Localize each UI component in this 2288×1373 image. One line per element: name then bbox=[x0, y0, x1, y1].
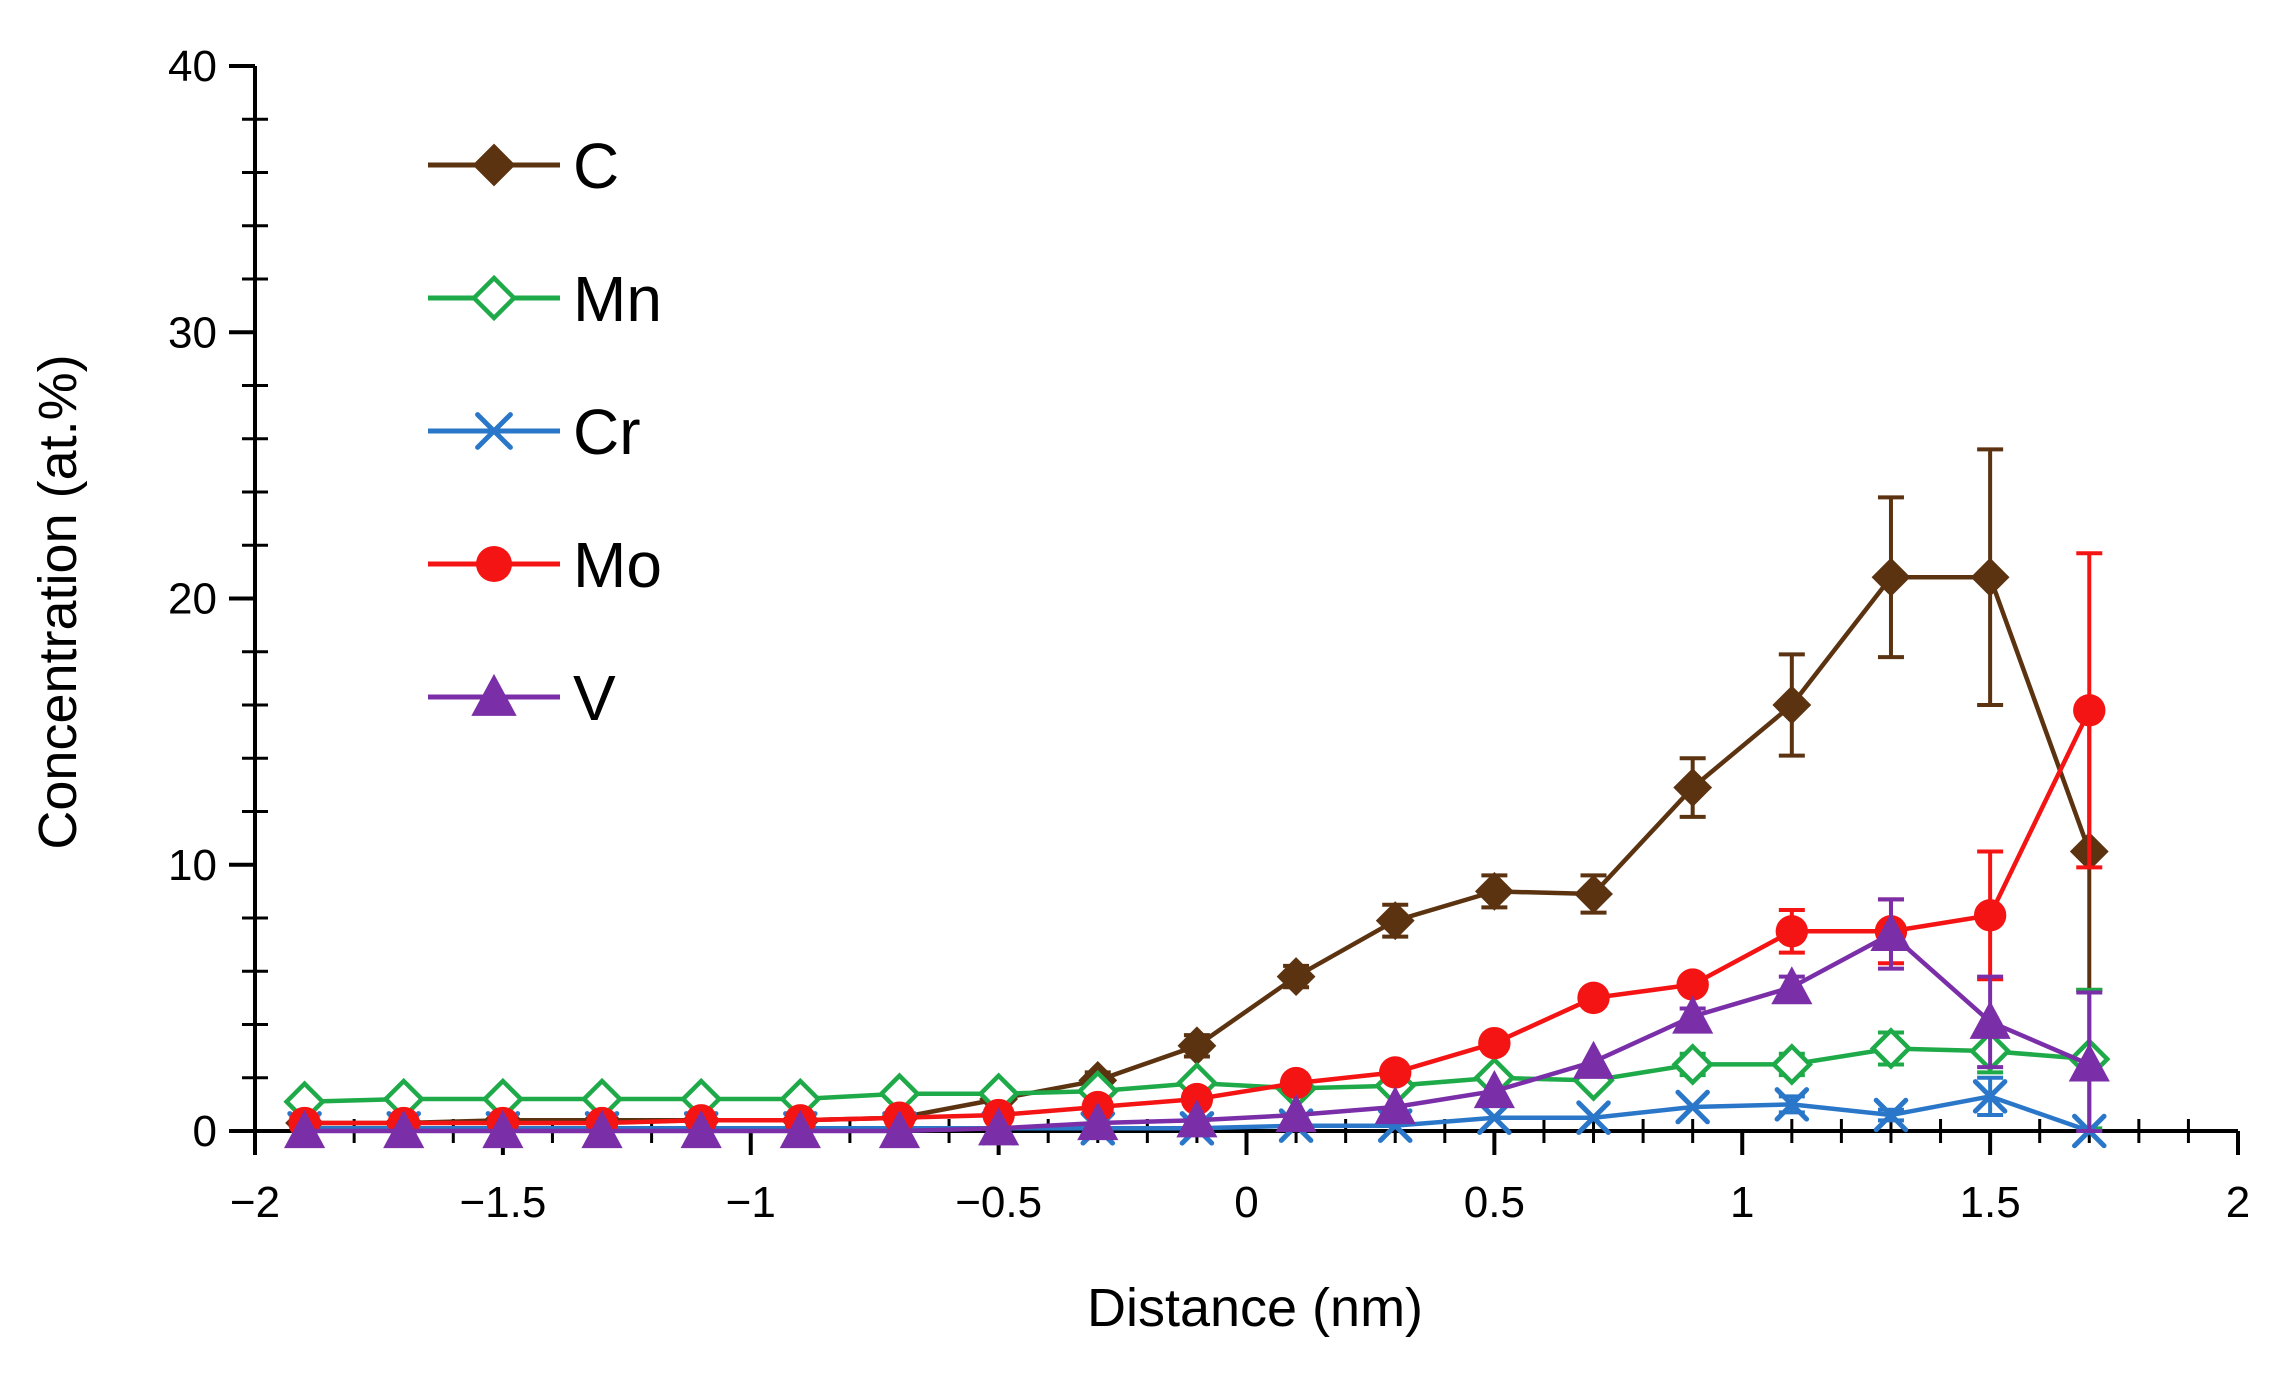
data-point-v bbox=[581, 1109, 623, 1149]
y-axis-title: Concentration (at.%) bbox=[28, 354, 88, 849]
x-tick-label: 0.5 bbox=[1464, 1178, 1525, 1227]
data-point-cr bbox=[1774, 1087, 1810, 1122]
data-point-c bbox=[1772, 685, 1812, 725]
data-point-v bbox=[1572, 1040, 1615, 1079]
x-axis-title: Distance (nm) bbox=[1087, 1278, 1423, 1338]
data-point-mo bbox=[1478, 1026, 1511, 1060]
data-point-c bbox=[1474, 871, 1514, 911]
x-tick-label: 1.5 bbox=[1960, 1178, 2021, 1227]
legend-label-v: V bbox=[573, 662, 616, 734]
y-tick-label: 40 bbox=[168, 42, 217, 91]
legend: C Mn Cr Mo V bbox=[428, 130, 662, 734]
data-point-v bbox=[1374, 1086, 1416, 1125]
data-point-v bbox=[1077, 1102, 1119, 1141]
x-tick-label: 0 bbox=[1234, 1178, 1258, 1227]
legend-label-mn: Mn bbox=[573, 263, 662, 335]
data-point-c bbox=[1871, 557, 1911, 597]
y-tick-label: 20 bbox=[168, 575, 217, 624]
marker-stroke bbox=[1576, 1100, 1611, 1135]
data-point-mn bbox=[1869, 1027, 1913, 1070]
legend-marker-mo bbox=[476, 546, 512, 582]
data-point-v bbox=[1672, 995, 1714, 1034]
legend-label-mo: Mo bbox=[573, 529, 662, 601]
data-point-v bbox=[978, 1107, 1020, 1146]
legend-marker-cr bbox=[475, 412, 513, 450]
series-c bbox=[285, 447, 2109, 1143]
data-point-mo bbox=[1676, 968, 1709, 1001]
data-point-mo bbox=[1775, 915, 1809, 948]
data-point-mo bbox=[1279, 1066, 1313, 1100]
data-point-mo bbox=[1973, 899, 2007, 932]
data-point-cr bbox=[1972, 1079, 2008, 1114]
data-point-v bbox=[1275, 1094, 1317, 1133]
y-tick-label: 10 bbox=[168, 841, 217, 890]
legend-entry-c: C bbox=[428, 130, 619, 202]
x-tick-label: −2 bbox=[230, 1178, 280, 1227]
x-tick-label: −1.5 bbox=[459, 1178, 546, 1227]
data-point-mo bbox=[1379, 1056, 1412, 1089]
data-point-v bbox=[878, 1109, 921, 1149]
data-point-cr bbox=[1873, 1097, 1909, 1133]
data-point-v bbox=[383, 1109, 425, 1149]
data-point-v bbox=[1969, 1000, 2011, 1039]
data-point-v bbox=[779, 1109, 821, 1149]
data-point-cr bbox=[1576, 1100, 1611, 1135]
legend-entry-cr: Cr bbox=[428, 396, 641, 468]
marker-stroke bbox=[1675, 1089, 1710, 1125]
series-v bbox=[283, 897, 2110, 1149]
data-point-v bbox=[1870, 912, 1912, 952]
data-point-mn bbox=[1770, 1043, 1814, 1086]
data-point-mn bbox=[1671, 1043, 1714, 1086]
data-point-v bbox=[1176, 1099, 1218, 1138]
data-point-c bbox=[1574, 874, 1613, 914]
series-layer bbox=[283, 447, 2111, 1149]
data-point-v bbox=[2068, 1043, 2110, 1082]
data-point-mo bbox=[2073, 694, 2106, 727]
x-tick-label: −0.5 bbox=[955, 1178, 1042, 1227]
data-point-v bbox=[680, 1109, 722, 1149]
data-point-v bbox=[283, 1109, 326, 1149]
legend-entry-mn: Mn bbox=[428, 263, 662, 335]
y-tick-label: 30 bbox=[168, 308, 217, 357]
marker-stroke bbox=[1972, 1079, 2008, 1114]
data-point-mo bbox=[1577, 981, 1610, 1015]
x-tick-label: 1 bbox=[1730, 1178, 1754, 1227]
legend-label-c: C bbox=[573, 130, 619, 202]
data-point-c bbox=[1673, 768, 1713, 807]
legend-marker-c bbox=[472, 143, 516, 187]
data-point-mo bbox=[1180, 1082, 1214, 1116]
legend-marker-mn bbox=[470, 274, 518, 322]
marker-stroke bbox=[1873, 1097, 1909, 1133]
data-point-c bbox=[1375, 901, 1415, 941]
marker-stroke bbox=[1774, 1087, 1810, 1122]
data-point-v bbox=[1771, 966, 1813, 1005]
x-tick-label: 2 bbox=[2226, 1178, 2250, 1227]
legend-marker-v bbox=[471, 673, 517, 716]
legend-entry-mo: Mo bbox=[428, 529, 662, 601]
data-point-c bbox=[1970, 557, 2010, 597]
data-point-cr bbox=[1675, 1089, 1710, 1125]
data-point-v bbox=[1473, 1070, 1515, 1109]
data-point-v bbox=[482, 1109, 524, 1149]
y-tick-label: 0 bbox=[193, 1107, 217, 1156]
legend-entry-v: V bbox=[428, 662, 616, 734]
legend-label-cr: Cr bbox=[573, 396, 641, 468]
marker-stroke bbox=[475, 412, 513, 450]
x-tick-label: −1 bbox=[726, 1178, 776, 1227]
data-point-c bbox=[1276, 957, 1316, 996]
axes: 0 10 20 30 40 −2 −1.5 −1 −0.5 0 0.5 1 1.5 2 bbox=[168, 42, 2250, 1227]
